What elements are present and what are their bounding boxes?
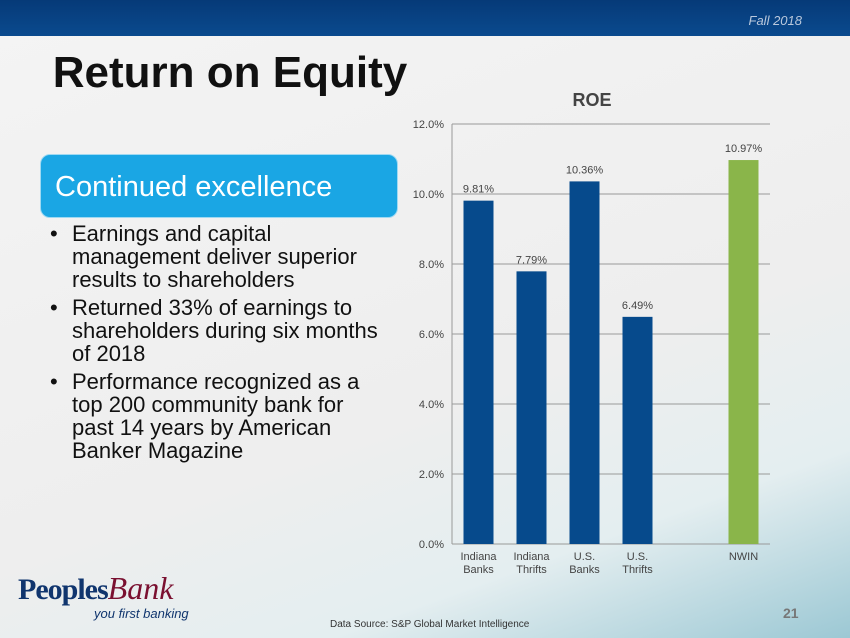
top-bar: Fall 2018 (0, 0, 850, 36)
subtitle-banner: Continued excellence (40, 154, 398, 218)
bar (622, 316, 653, 544)
bar (463, 200, 494, 544)
x-tick-label: Indiana Banks (460, 551, 497, 576)
y-tick-label: 4.0% (419, 399, 444, 411)
bar (516, 271, 547, 544)
x-tick-label: NWIN (729, 551, 758, 563)
bar (728, 160, 759, 545)
page-number: 21 (783, 605, 799, 621)
data-label: 6.49% (622, 300, 653, 312)
data-label: 7.79% (516, 254, 547, 266)
page-title: Return on Equity (52, 48, 408, 97)
x-tick-label: Indiana Thrifts (513, 551, 550, 576)
data-label: 10.97% (725, 143, 763, 155)
data-label: 9.81% (463, 184, 494, 196)
y-tick-label: 10.0% (413, 189, 444, 201)
data-label: 10.36% (566, 164, 604, 176)
data-source: Data Source: S&P Global Market Intellige… (330, 619, 530, 630)
x-tick-label: U.S. Thrifts (622, 551, 653, 576)
x-tick-label: U.S. Banks (569, 551, 600, 576)
bullet-item: Earnings and capital management deliver … (50, 222, 380, 291)
bullet-item: Performance recognized as a top 200 comm… (50, 370, 380, 462)
logo-text: Peoples (18, 573, 109, 606)
bar (569, 181, 600, 544)
y-tick-label: 0.0% (419, 539, 444, 551)
bullet-list: Earnings and capital management deliver … (50, 222, 380, 467)
bullet-item: Returned 33% of earnings to shareholders… (50, 296, 380, 365)
logo-text-script: Bank (107, 570, 174, 606)
y-tick-label: 6.0% (419, 329, 444, 341)
peoples-bank-logo: PeoplesBank you first banking (18, 570, 189, 621)
logo-tagline: you first banking (94, 606, 189, 621)
y-tick-label: 12.0% (413, 119, 444, 131)
y-tick-label: 8.0% (419, 259, 444, 271)
y-tick-label: 2.0% (419, 469, 444, 481)
season-label: Fall 2018 (748, 13, 802, 28)
chart-title: ROE (572, 90, 611, 110)
